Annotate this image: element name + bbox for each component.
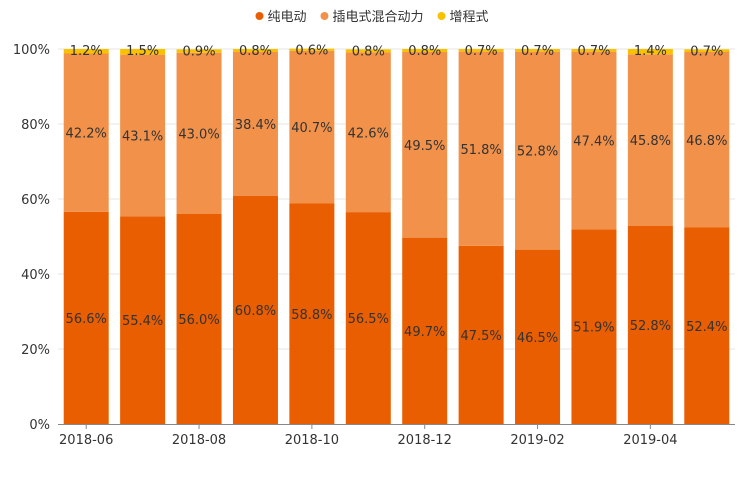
- data-label: 42.2%: [66, 127, 107, 142]
- data-label: 0.8%: [239, 44, 272, 59]
- data-labels: 56.6% 42.2% 1.2% 55.4% 43.1% 1.5% 56.0% 43.0% 0.…: [66, 44, 728, 346]
- legend: 纯电动 插电式混合动力 增程式: [255, 10, 489, 25]
- data-label: 0.6%: [295, 44, 328, 59]
- bar-segment: [458, 49, 504, 52]
- legend-marker-icon: [320, 12, 329, 20]
- y-tick-label: 60%: [21, 193, 50, 208]
- x-tick-label: 2019-04: [623, 433, 677, 448]
- bar-segment: [120, 49, 166, 55]
- bar-segment: [63, 49, 109, 54]
- data-label: 56.6%: [66, 312, 107, 327]
- legend-marker-icon: [255, 12, 264, 20]
- data-label: 47.5%: [460, 329, 501, 344]
- data-label: 40.7%: [291, 121, 332, 136]
- bar-segment: [289, 203, 335, 424]
- data-label: 52.8%: [630, 319, 671, 334]
- data-label: 46.8%: [686, 134, 727, 149]
- bar-segment: [515, 249, 561, 424]
- data-label: 1.4%: [634, 44, 667, 59]
- bar-segment: [232, 49, 278, 52]
- bar-segment: [176, 49, 222, 53]
- bar-segment: [571, 49, 617, 52]
- bar-segment: [289, 50, 335, 204]
- x-tick-label: 2018-12: [398, 433, 452, 448]
- legend-label: 增程式: [450, 10, 489, 25]
- data-label: 42.6%: [348, 126, 389, 141]
- y-tick-label: 20%: [21, 343, 50, 358]
- x-axis: 2018-06 2018-08 2018-10 2018-12 2019-02 2019-…: [58, 424, 735, 448]
- x-tick-label: 2019-02: [510, 433, 564, 448]
- legend-marker-icon: [437, 12, 446, 20]
- data-label: 46.5%: [517, 331, 558, 346]
- bar-segment: [120, 216, 166, 424]
- bar-segment: [63, 53, 109, 212]
- data-label: 60.8%: [235, 304, 276, 319]
- bars: [63, 48, 730, 424]
- data-label: 56.0%: [178, 313, 219, 328]
- data-label: 47.4%: [573, 135, 614, 150]
- bar-segment: [402, 52, 448, 238]
- data-label: 38.4%: [235, 118, 276, 133]
- data-label: 58.8%: [291, 308, 332, 323]
- y-tick-label: 80%: [21, 118, 50, 133]
- bar-segment: [232, 52, 278, 196]
- y-tick-label: 100%: [13, 43, 50, 58]
- bar-segment: [176, 52, 222, 214]
- data-label: 0.8%: [408, 44, 441, 59]
- bar-segment: [515, 49, 561, 52]
- data-label: 43.0%: [178, 127, 219, 142]
- y-axis: 0% 20% 40% 60% 80% 100%: [13, 43, 50, 433]
- data-label: 52.4%: [686, 320, 727, 335]
- legend-label: 插电式混合动力: [333, 10, 424, 25]
- bar-segment: [627, 49, 673, 55]
- data-label: 0.7%: [521, 44, 554, 59]
- data-label: 43.1%: [122, 129, 163, 144]
- bar-segment: [458, 245, 504, 424]
- bar-segment: [684, 52, 730, 228]
- x-tick-label: 2018-08: [172, 433, 226, 448]
- data-label: 1.2%: [70, 44, 103, 59]
- y-tick-label: 40%: [21, 268, 50, 283]
- data-label: 0.7%: [465, 44, 498, 59]
- bar-segment: [345, 212, 391, 424]
- x-tick-label: 2018-06: [59, 433, 113, 448]
- bar-segment: [402, 237, 448, 424]
- data-label: 45.8%: [630, 134, 671, 149]
- y-tick-label: 0%: [29, 418, 50, 433]
- bar-segment: [232, 196, 278, 424]
- data-label: 55.4%: [122, 314, 163, 329]
- bar-segment: [345, 49, 391, 53]
- bar-segment: [402, 49, 448, 52]
- bar-segment: [627, 226, 673, 424]
- bar-segment: [176, 214, 222, 424]
- bar-segment: [515, 51, 561, 250]
- data-label: 49.5%: [404, 139, 445, 154]
- bar-segment: [571, 51, 617, 230]
- bar-segment: [627, 54, 673, 226]
- bar-segment: [120, 54, 166, 217]
- legend-label: 纯电动: [268, 10, 307, 25]
- x-tick-label: 2018-10: [285, 433, 339, 448]
- bar-segment: [345, 52, 391, 213]
- gridlines: [58, 48, 735, 350]
- data-label: 1.5%: [126, 44, 159, 59]
- data-label: 0.7%: [690, 44, 723, 59]
- data-label: 0.8%: [352, 44, 385, 59]
- data-label: 0.7%: [577, 44, 610, 59]
- data-label: 51.8%: [460, 143, 501, 158]
- bar-segment: [571, 229, 617, 424]
- data-label: 51.9%: [573, 321, 614, 336]
- data-label: 52.8%: [517, 145, 558, 160]
- bar-segment: [684, 49, 730, 52]
- bar-segment: [289, 48, 335, 51]
- data-label: 49.7%: [404, 325, 445, 340]
- bar-segment: [458, 51, 504, 246]
- data-label: 0.9%: [183, 44, 216, 59]
- data-label: 56.5%: [348, 312, 389, 327]
- bar-segment: [684, 227, 730, 424]
- bar-segment: [63, 211, 109, 424]
